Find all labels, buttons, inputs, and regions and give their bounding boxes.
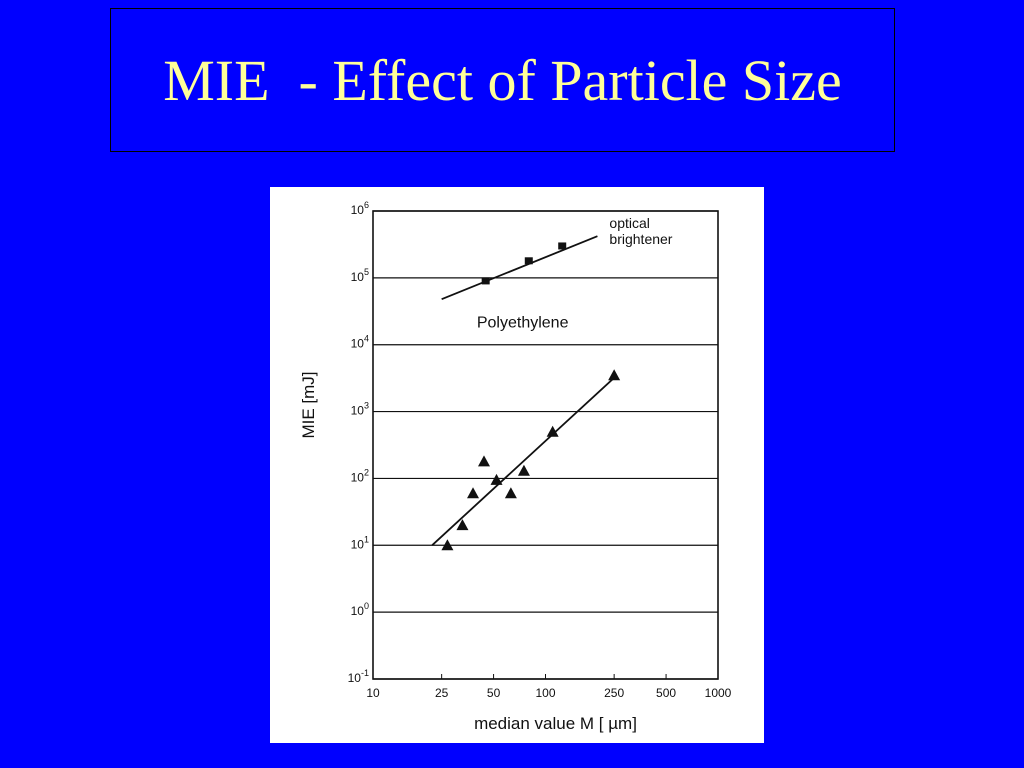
x-tick-label: 25 <box>435 686 449 700</box>
series-label: Polyethylene <box>477 315 569 332</box>
y-tick-label: 104 <box>351 334 369 351</box>
data-point-triangle <box>546 425 559 437</box>
y-tick-label: 106 <box>351 200 369 217</box>
y-tick-label: 10-1 <box>348 668 369 685</box>
x-tick-label: 1000 <box>705 686 732 700</box>
y-tick-label: 101 <box>351 534 369 551</box>
x-tick-label: 50 <box>487 686 501 700</box>
data-point-square <box>481 277 490 285</box>
mie-chart: 10-1 100 101 102 103 104 105 106 10 25 50 100 250 500… <box>299 200 732 733</box>
data-point-triangle <box>608 369 621 381</box>
data-point-triangle <box>456 519 469 531</box>
x-axis-label: median value M [ µm] <box>474 714 637 733</box>
fit-line-optical-brightener <box>441 235 598 301</box>
x-tick-label: 100 <box>535 686 555 700</box>
series-label: brightener <box>609 231 672 247</box>
data-point-triangle <box>504 487 517 499</box>
title-box: MIE - Effect of Particle Size <box>110 8 895 152</box>
y-tick-label: 102 <box>351 467 369 484</box>
fit-line-polyethylene <box>431 377 615 546</box>
series-label: optical <box>609 215 649 231</box>
x-tick-label: 500 <box>656 686 676 700</box>
chart-panel: 10-1 100 101 102 103 104 105 106 10 25 50 100 250 500… <box>270 187 764 743</box>
y-tick-label: 103 <box>351 401 369 418</box>
plot-frame <box>372 210 719 680</box>
data-point-triangle <box>441 539 454 551</box>
x-tick-label: 250 <box>604 686 624 700</box>
slide-title: MIE - Effect of Particle Size <box>163 47 842 113</box>
x-tick-label: 10 <box>366 686 380 700</box>
y-axis-label: MIE [mJ] <box>299 371 318 438</box>
data-point-triangle <box>517 464 530 476</box>
data-point-triangle <box>490 473 503 485</box>
data-point-triangle <box>467 487 480 499</box>
y-tick-label: 105 <box>351 267 369 284</box>
data-point-triangle <box>477 455 490 467</box>
data-point-square <box>524 257 533 265</box>
data-point-square <box>558 242 567 250</box>
y-tick-label: 100 <box>351 601 369 618</box>
